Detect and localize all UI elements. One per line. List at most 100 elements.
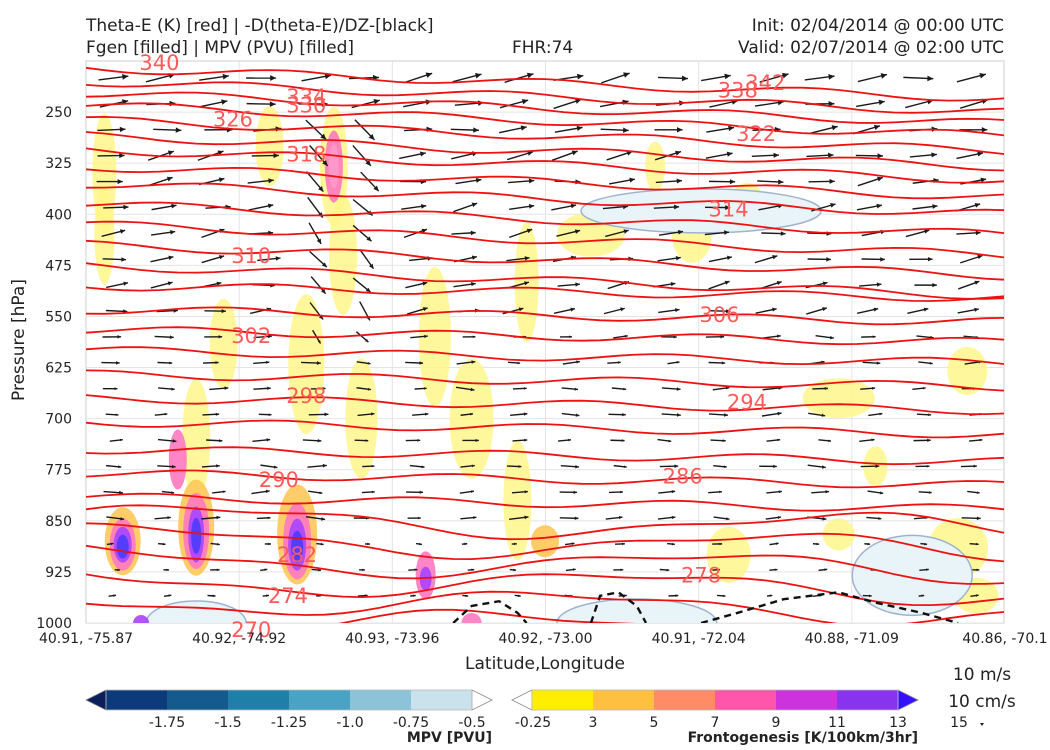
- wind-vector-head: [116, 361, 120, 365]
- wind-vector-head: [826, 257, 831, 262]
- wind-vector-head: [828, 74, 835, 80]
- wind-vector-head: [831, 125, 838, 131]
- wind-vector-head: [470, 230, 476, 236]
- wind-vector-head: [726, 517, 730, 521]
- theta-e-labels: 3403343303263183103022982902822742703383…: [139, 51, 785, 642]
- y-tick-label: 250: [45, 105, 72, 121]
- fgen-colorbar-tick-label: 5: [650, 715, 659, 731]
- wind-vector-head: [219, 439, 223, 443]
- wind-vector-head: [471, 360, 476, 364]
- wind-vector-head: [268, 413, 272, 416]
- wind-vector-head: [724, 230, 730, 235]
- wind-vector-head: [876, 282, 882, 287]
- mpv-colorbar-tick-label: -0.75: [393, 715, 429, 731]
- theta-e-line: [86, 182, 1004, 215]
- wind-vector-head: [366, 236, 372, 242]
- theta-e-line: [86, 346, 1004, 366]
- wind-vector-head: [975, 542, 979, 546]
- wind-vector-head: [927, 75, 934, 82]
- mpv-colorbar-swatch: [106, 690, 168, 710]
- wind-vector-head: [221, 309, 226, 314]
- wind-vector-head: [320, 542, 324, 546]
- valid-time: Valid: 02/07/2014 @ 02:00 UTC: [738, 38, 1004, 58]
- wind-vector-head: [929, 361, 933, 365]
- theta-e-line: [86, 419, 1004, 439]
- theta-e-label: 326: [213, 108, 253, 132]
- wind-vector-head: [367, 362, 371, 365]
- wind-vector-head: [880, 73, 888, 79]
- wind-vector-head: [623, 229, 629, 234]
- wind-vector-head: [162, 542, 166, 546]
- wind-vector-head: [520, 125, 527, 131]
- fgen-yellow-region: [255, 106, 284, 187]
- wind-vector-head: [421, 228, 427, 234]
- wind-vector-head: [267, 386, 271, 391]
- wind-vector-head: [216, 542, 220, 546]
- wind-vector-head: [218, 335, 223, 339]
- wind-vector-head: [419, 151, 426, 157]
- wind-vector-head: [273, 152, 279, 159]
- wind-vector-head: [517, 361, 521, 365]
- theta-e-line: [86, 66, 1004, 102]
- fgen-core-region: [191, 517, 202, 554]
- wind-vector-head: [572, 568, 576, 571]
- wind-vector-head: [475, 177, 482, 183]
- theta-e-line: [86, 239, 1004, 281]
- wind-vector-head: [617, 361, 621, 364]
- theta-e-line: [86, 220, 1004, 259]
- theta-e-line: [86, 590, 1004, 623]
- x-tick-label: 40.92, -73.00: [498, 631, 592, 647]
- wind-vector-head: [172, 439, 177, 443]
- wind-vector-head: [419, 490, 424, 494]
- fgen-colorbar-swatch: [837, 690, 899, 710]
- wind-vector-head: [123, 281, 129, 286]
- fgen-yellow-region: [503, 440, 532, 561]
- mpv-colorbar-tick-label: -1.5: [214, 715, 241, 731]
- fgen-yellow-region: [209, 298, 238, 389]
- wind-vector-head: [265, 489, 270, 494]
- fgen-core-region: [461, 613, 482, 623]
- wind-vector-head: [926, 568, 929, 571]
- wind-vector-head: [829, 335, 834, 340]
- theta-e-line: [86, 115, 1004, 155]
- theta-e-label: 322: [736, 122, 776, 146]
- wind-vector-head: [425, 412, 429, 416]
- wind-vector-head: [821, 413, 826, 417]
- mpv-colorbar-swatch: [289, 690, 351, 710]
- x-tick-label: 40.91, -75.87: [39, 631, 133, 647]
- x-tick-label: 40.92, -74.92: [192, 631, 286, 647]
- wind-vector-head: [571, 542, 575, 545]
- wind-vector-head: [224, 386, 229, 391]
- wind-vector-head: [574, 387, 579, 391]
- wind-vector-head: [824, 387, 828, 390]
- wind-vector-head: [524, 256, 530, 261]
- wind-vector-head: [518, 465, 522, 468]
- wind-vector-head: [216, 281, 222, 286]
- wind-vector-head: [417, 438, 421, 442]
- wind-vector-head: [778, 490, 782, 494]
- wind-vector-head: [471, 255, 477, 260]
- fgen-yellow-region: [182, 379, 211, 500]
- wind-vector-head: [424, 334, 428, 339]
- theta-e-line: [86, 166, 1004, 200]
- theta-e-line: [86, 147, 1004, 184]
- wind-vector-head: [118, 465, 122, 469]
- theta-e-line: [86, 492, 1004, 512]
- wind-vector-head: [873, 124, 880, 130]
- wind-vector-head: [777, 516, 782, 519]
- wind-vector-head: [922, 386, 926, 390]
- wind-vector-head: [774, 568, 778, 572]
- wind-vector-head: [268, 542, 271, 546]
- wind-vector-head: [221, 99, 228, 105]
- wind-vector-head: [267, 516, 271, 520]
- wind-vector-head: [931, 152, 937, 158]
- y-axis-label: Pressure [hPa]: [9, 279, 29, 401]
- wind-vector-head: [316, 238, 322, 244]
- wind-vector-head: [367, 387, 371, 391]
- wind-vector-head: [219, 255, 225, 260]
- wind-vector-head: [671, 490, 676, 494]
- wind-vector-head: [473, 516, 477, 520]
- wind-vector-head: [725, 205, 731, 210]
- theta-e-label: 274: [268, 584, 308, 608]
- wind-vector-head: [414, 568, 418, 572]
